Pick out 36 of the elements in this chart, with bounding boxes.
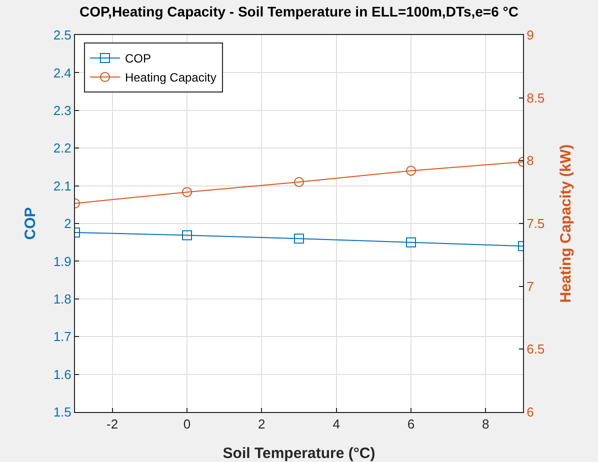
point — [294, 177, 304, 188]
chart-title: COP,Heating Capacity - Soil Temperature in ELL=100m,DTs,e=6 °C — [80, 4, 518, 20]
point — [406, 166, 416, 176]
y2-tick-label: 6 — [526, 404, 534, 420]
y2-tick-label: 7 — [526, 278, 534, 294]
y-tick-label: 2 — [64, 216, 72, 232]
x-tick-label: 8 — [482, 416, 490, 432]
y2-tick-label: 6.5 — [526, 342, 545, 357]
legend-label: COP — [124, 52, 151, 66]
y2-tick-label: 9 — [526, 28, 534, 43]
y-tick-label: 1.5 — [53, 404, 72, 420]
y-tick-label: 1.9 — [53, 254, 72, 269]
point — [182, 187, 192, 198]
x-tick-label: -2 — [106, 416, 118, 432]
y-tick-label: 2.5 — [53, 28, 72, 43]
y-tick-label: 1.8 — [53, 291, 72, 306]
y-tick-label: 2.1 — [53, 178, 72, 194]
x-axis-title: Soil Temperature (°C) — [222, 445, 376, 462]
y-axis-title: COP — [22, 207, 39, 240]
y2-tick-label: 7.5 — [526, 216, 545, 232]
legend-label: Heating Capacity — [124, 70, 216, 85]
x-tick-label: 2 — [258, 416, 266, 432]
y-tick-label: 1.6 — [53, 366, 72, 382]
point — [406, 237, 416, 248]
point — [294, 234, 304, 244]
x-tick-label: 6 — [407, 416, 415, 432]
y2-tick-label: 8 — [526, 153, 534, 168]
y2-tick-label: 8.5 — [526, 90, 545, 106]
x-tick-label: 4 — [332, 416, 340, 432]
y-tick-label: 2.2 — [53, 140, 72, 156]
y2-axis-title: Heating Capacity (kW) — [558, 144, 574, 303]
y-tick-label: 2.3 — [53, 102, 72, 118]
point — [182, 230, 192, 240]
y-tick-label: 1.7 — [53, 329, 72, 344]
y-tick-label: 2.4 — [53, 65, 72, 80]
x-tick-label: 0 — [183, 416, 191, 432]
